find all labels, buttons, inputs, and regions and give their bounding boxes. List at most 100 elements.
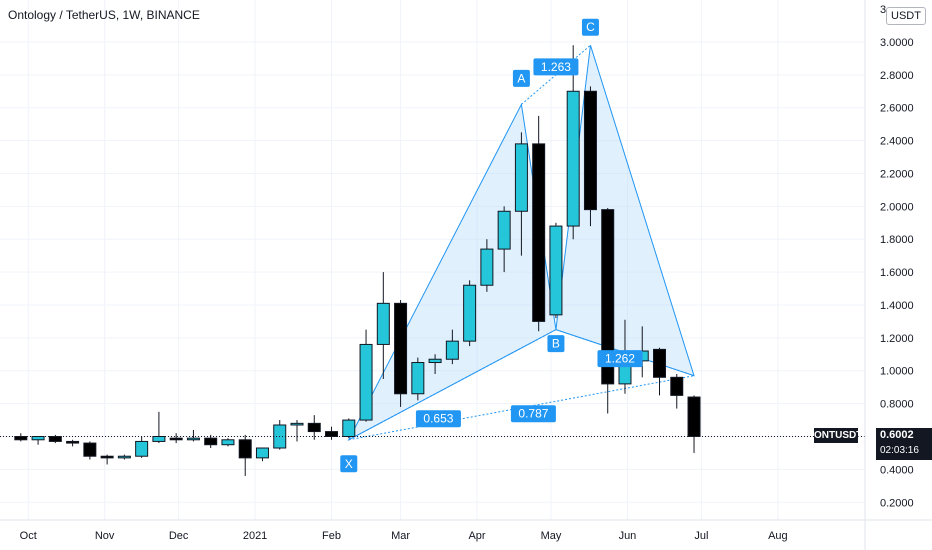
x-tick-label: Nov — [95, 530, 115, 542]
y-tick-label: 1.2000 — [880, 333, 914, 345]
candle-down — [14, 433, 28, 442]
ratio-label-xd: 0.787 — [510, 405, 556, 423]
candle-body — [152, 436, 166, 442]
y-tick-label: 2.2000 — [880, 168, 914, 180]
ratio-label-xb: 0.653 — [415, 410, 461, 428]
candle-body — [601, 209, 615, 385]
candle-down — [687, 395, 701, 453]
ratio-label-ac-text: 1.263 — [541, 60, 571, 74]
candle-up — [480, 239, 494, 292]
ratio-label-xd-text: 0.787 — [518, 407, 548, 421]
candle-down — [583, 86, 597, 227]
point-label-x-bg — [340, 455, 358, 473]
candle-body — [480, 248, 494, 286]
candle-down — [532, 115, 546, 332]
candle-body — [221, 439, 235, 446]
candle-up — [31, 436, 45, 445]
currency-badge[interactable]: USDT — [886, 7, 926, 25]
point-label-a-bg — [512, 69, 530, 87]
candle-down — [238, 434, 252, 476]
y-tick-label: 2.4000 — [880, 136, 914, 148]
pattern-labels: X A B C 0.653 1.263 1.262 0.787 — [340, 18, 643, 473]
y-tick-label: 2.8000 — [880, 70, 914, 82]
candle-body — [670, 376, 684, 396]
candle-up — [514, 132, 528, 256]
candle-body — [566, 90, 580, 227]
last-price-value: 0.6002 — [880, 429, 914, 442]
candle-down — [66, 439, 80, 447]
y-tick-label: 2.6000 — [880, 103, 914, 115]
candle-body — [359, 343, 373, 421]
candle-body — [325, 431, 339, 437]
candle-up — [497, 206, 511, 273]
candle-down — [307, 415, 321, 440]
candle-down — [670, 374, 684, 409]
point-label-x-text: X — [345, 457, 353, 471]
candle-up — [566, 45, 580, 240]
candlestick-series — [14, 45, 701, 476]
candle-up — [152, 411, 166, 444]
candle-up — [135, 436, 149, 458]
candle-body — [169, 437, 183, 441]
candle-body — [687, 396, 701, 437]
candle-body — [186, 437, 200, 441]
candle-down — [100, 454, 114, 465]
price-axis[interactable]: 0.20000.40000.60000.80001.00001.20001.40… — [864, 0, 914, 550]
ratio-label-xd-bg — [510, 405, 556, 423]
x-tick-label: Feb — [322, 530, 341, 542]
candle-up — [549, 222, 563, 319]
x-tick-label: 2021 — [243, 530, 267, 542]
y-tick-label: 1.8000 — [880, 234, 914, 246]
y-tick-label: 0.2000 — [880, 497, 914, 509]
x-tick-label: Jun — [619, 530, 637, 542]
candle-up — [221, 438, 235, 447]
candle-body — [376, 302, 390, 345]
ratio-label-ac-bg — [533, 58, 579, 76]
bar-countdown: 02:03:16 — [880, 445, 919, 457]
ratio-line-xd — [348, 375, 695, 441]
x-tick-label: Aug — [768, 530, 788, 542]
candle-up — [463, 280, 477, 347]
last-price-box: 0.6002 02:03:16 — [876, 428, 932, 461]
x-tick-label: Jul — [694, 530, 708, 542]
candle-body — [497, 210, 511, 250]
candle-body — [428, 358, 442, 364]
candle-up — [359, 329, 373, 422]
ratio-label-ac: 1.263 — [533, 58, 579, 76]
y-tick-label-partial: 3 — [880, 4, 886, 16]
candle-body — [411, 362, 425, 395]
chart-grid — [0, 0, 864, 520]
candle-up — [445, 329, 459, 365]
point-label-a: A — [512, 69, 530, 87]
y-tick-label: 0.4000 — [880, 464, 914, 476]
candle-body — [342, 419, 356, 437]
candle-up — [376, 272, 390, 379]
x-tick-label: Apr — [468, 530, 485, 542]
candle-up — [273, 420, 287, 450]
candle-body — [100, 455, 114, 459]
candle-down — [204, 434, 218, 449]
ratio-label-bd-bg — [597, 350, 643, 368]
y-tick-label: 0.8000 — [880, 399, 914, 411]
ratio-label-bd-text: 1.262 — [605, 352, 635, 366]
candle-up — [117, 454, 131, 460]
ratio-label-bd: 1.262 — [597, 350, 643, 368]
point-label-c: C — [581, 18, 599, 36]
y-tick-label: 1.6000 — [880, 267, 914, 279]
candle-down — [325, 426, 339, 440]
candle-body — [117, 455, 131, 459]
candle-down — [601, 207, 615, 414]
candle-up — [428, 354, 442, 375]
time-axis[interactable]: Oct Nov Dec 2021 Feb Mar Apr May Jun Jul Aug — [0, 519, 932, 542]
candle-down — [83, 441, 97, 460]
x-tick-label: Oct — [20, 530, 37, 542]
y-tick-label: 1.4000 — [880, 300, 914, 312]
x-tick-label: May — [541, 530, 562, 542]
y-tick-label: 3.0000 — [880, 37, 914, 49]
candle-body — [583, 90, 597, 211]
symbol-title[interactable]: Ontology / TetherUS, 1W, BINANCE — [8, 8, 200, 22]
candle-body — [514, 143, 528, 212]
y-tick-label: 1.0000 — [880, 366, 914, 378]
candle-down — [48, 434, 62, 444]
